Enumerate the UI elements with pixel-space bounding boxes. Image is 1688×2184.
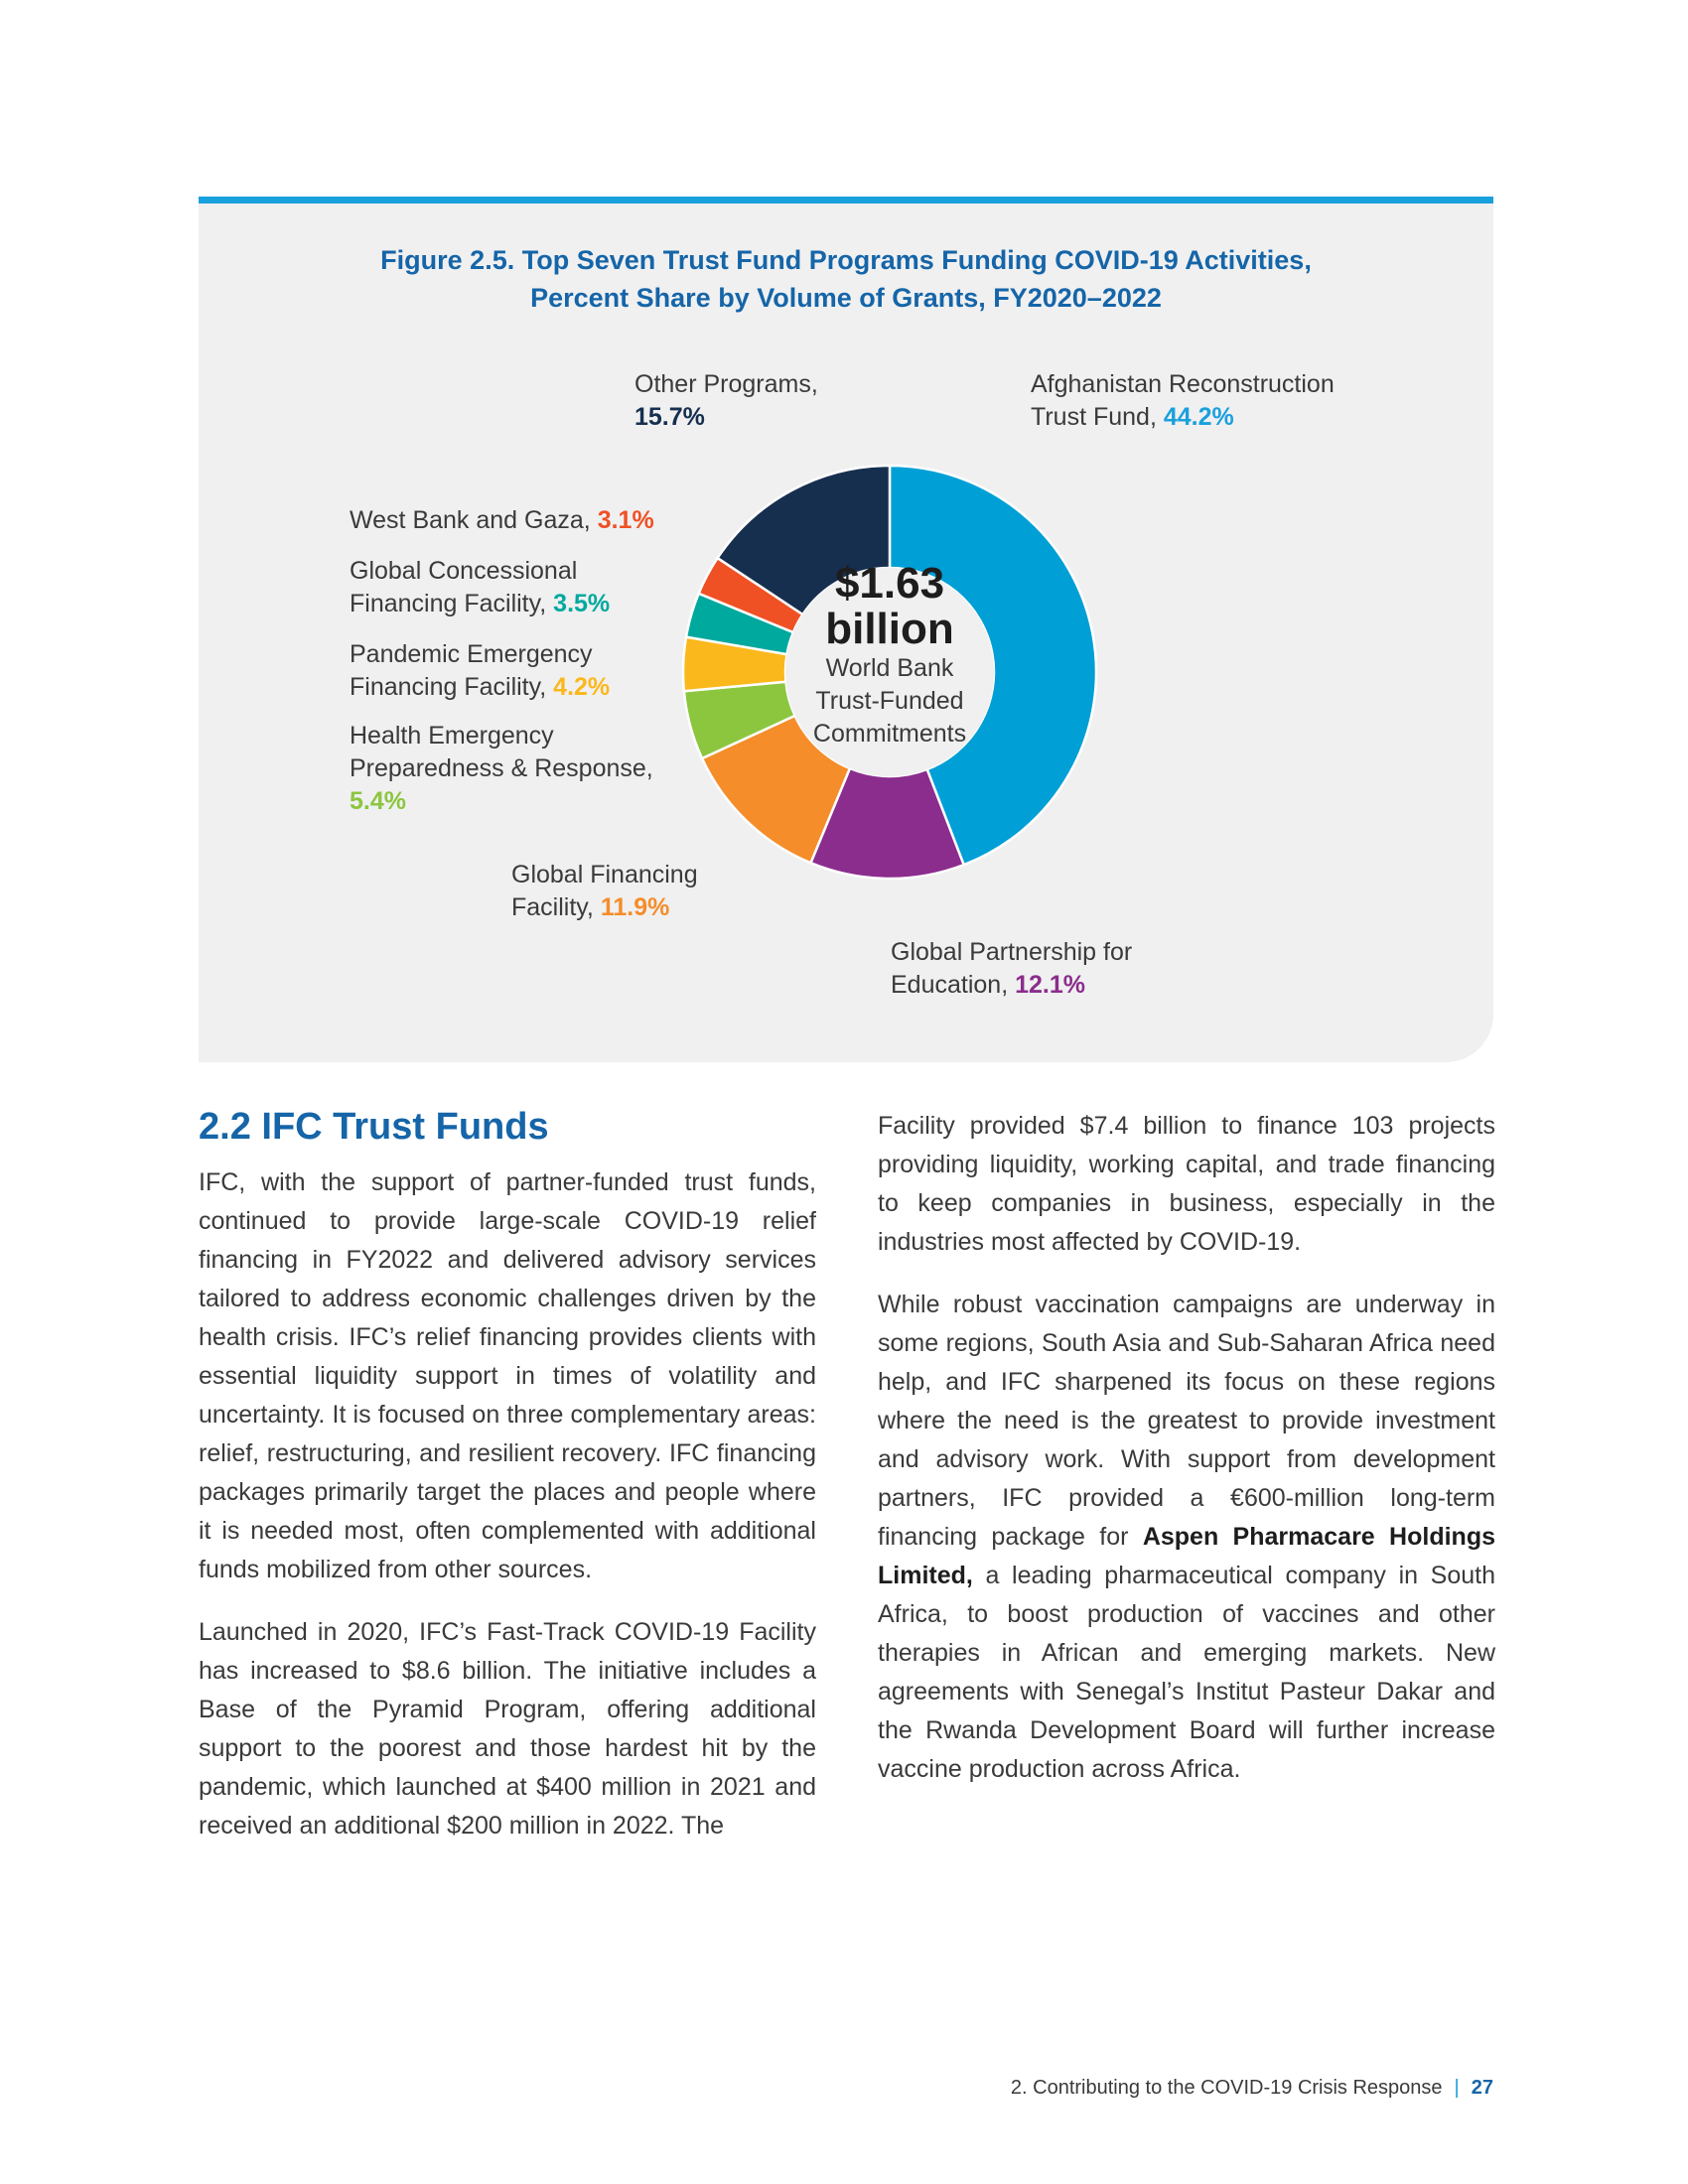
label-hepr-line-2: Preparedness & Response, <box>350 754 653 782</box>
label-other: Other Programs, 15.7% <box>634 368 818 434</box>
label-gcff-pct: 3.5% <box>553 590 611 617</box>
paragraph-4-bold: Aspen Pharmacare Holdings Limited, <box>878 1523 1495 1589</box>
label-pef-line-2: Financing Facility, <box>350 673 547 701</box>
left-column: 2.2 IFC Trust Funds IFC, with the suppor… <box>199 1102 816 1869</box>
label-gpe-line-2: Education, <box>891 971 1009 999</box>
figure-title-line-1: Figure 2.5. Top Seven Trust Fund Program… <box>380 245 1312 275</box>
label-gff-line-2: Facility, <box>511 893 594 921</box>
label-wbg-pct: 3.1% <box>597 506 654 534</box>
figure-title-line-2: Percent Share by Volume of Grants, FY202… <box>530 283 1162 313</box>
label-other-pct: 15.7% <box>634 403 705 431</box>
footer-chapter: 2. Contributing to the COVID-19 Crisis R… <box>1010 2077 1443 2099</box>
center-unit: billion <box>825 605 954 653</box>
label-gff: Global Financing Facility, 11.9% <box>511 859 698 924</box>
center-amount: $1.63 <box>834 559 945 608</box>
donut-chart <box>681 464 1098 881</box>
label-pef-line-1: Pandemic Emergency <box>350 640 593 668</box>
label-afghanistan-line-2: Trust Fund, <box>1031 403 1157 431</box>
section-heading: 2.2 IFC Trust Funds <box>199 1106 549 1148</box>
label-wbg-line-1: West Bank and Gaza, <box>350 506 591 534</box>
paragraph-4-part-b: a leading pharmaceutical company in Sout… <box>878 1562 1495 1783</box>
donut-hole <box>785 568 994 776</box>
label-wbg: West Bank and Gaza, 3.1% <box>350 504 654 537</box>
label-hepr-pct: 5.4% <box>350 787 406 815</box>
label-gpe-line-1: Global Partnership for <box>891 938 1133 966</box>
right-column: Facility provided $7.4 billion to financ… <box>878 1107 1495 1813</box>
label-afghanistan: Afghanistan Reconstruction Trust Fund, 4… <box>1031 368 1335 434</box>
label-gcff-line-2: Financing Facility, <box>350 590 547 617</box>
label-pef: Pandemic Emergency Financing Facility, 4… <box>350 638 610 704</box>
center-line-2: Trust-Funded <box>815 687 964 715</box>
center-line-1: World Bank <box>825 654 954 682</box>
label-gpe-pct: 12.1% <box>1015 971 1085 999</box>
label-gcff: Global Concessional Financing Facility, … <box>350 555 610 620</box>
figure-box: Figure 2.5. Top Seven Trust Fund Program… <box>199 197 1493 1062</box>
label-gcff-line-1: Global Concessional <box>350 557 578 585</box>
paragraph-4-part-a: While robust vaccination campaigns are u… <box>878 1291 1495 1551</box>
label-hepr: Health Emergency Preparedness & Response… <box>350 720 653 818</box>
page-number: 27 <box>1471 2077 1493 2099</box>
page-footer: 2. Contributing to the COVID-19 Crisis R… <box>1011 2077 1493 2100</box>
donut-center: $1.63 billion World Bank Trust-Funded Co… <box>790 561 989 751</box>
paragraph-3: Facility provided $7.4 billion to financ… <box>878 1112 1495 1256</box>
paragraph-2: Launched in 2020, IFC’s Fast-Track COVID… <box>199 1618 816 1840</box>
label-other-line-1: Other Programs, <box>634 370 818 398</box>
label-hepr-line-1: Health Emergency <box>350 722 554 750</box>
center-line-3: Commitments <box>812 720 967 748</box>
figure-title: Figure 2.5. Top Seven Trust Fund Program… <box>199 241 1493 317</box>
label-gff-line-1: Global Financing <box>511 861 698 888</box>
paragraph-4: While robust vaccination campaigns are u… <box>878 1286 1495 1789</box>
label-gff-pct: 11.9% <box>600 893 670 921</box>
label-afghanistan-pct: 44.2% <box>1163 403 1234 431</box>
label-afghanistan-line-1: Afghanistan Reconstruction <box>1031 370 1335 398</box>
footer-separator: | <box>1454 2077 1460 2099</box>
label-pef-pct: 4.2% <box>553 673 611 701</box>
paragraph-1: IFC, with the support of partner-funded … <box>199 1168 816 1583</box>
label-gpe: Global Partnership for Education, 12.1% <box>891 936 1132 1002</box>
